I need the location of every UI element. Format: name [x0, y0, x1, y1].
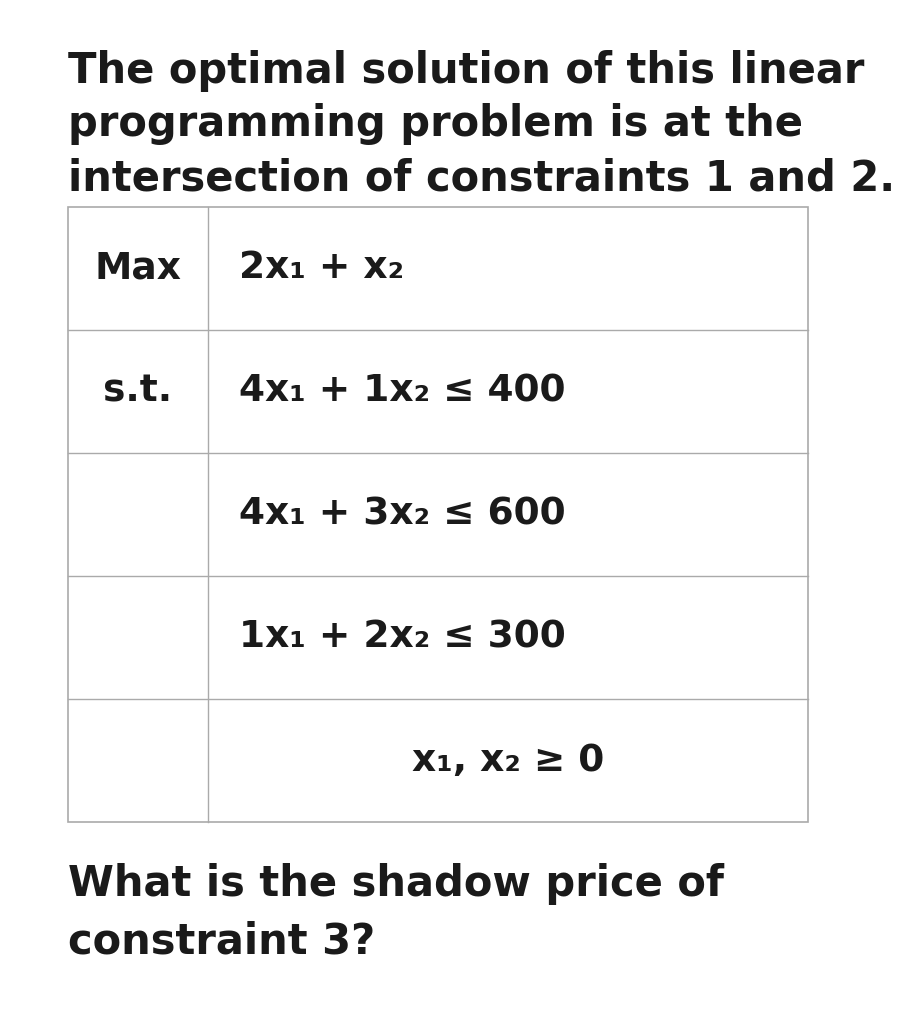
Text: x₁, x₂ ≥ 0: x₁, x₂ ≥ 0 — [411, 742, 603, 779]
Text: programming problem is at the: programming problem is at the — [68, 103, 802, 146]
Text: What is the shadow price of: What is the shadow price of — [68, 863, 723, 906]
Text: 1x₁ + 2x₂ ≤ 300: 1x₁ + 2x₂ ≤ 300 — [239, 619, 566, 656]
Text: 4x₁ + 1x₂ ≤ 400: 4x₁ + 1x₂ ≤ 400 — [239, 373, 566, 409]
Text: 4x₁ + 3x₂ ≤ 600: 4x₁ + 3x₂ ≤ 600 — [239, 496, 566, 533]
Text: s.t.: s.t. — [103, 373, 172, 409]
Text: Max: Max — [94, 250, 181, 286]
Text: constraint 3?: constraint 3? — [68, 920, 374, 963]
Bar — [68, 207, 807, 822]
Text: The optimal solution of this linear: The optimal solution of this linear — [68, 50, 863, 92]
Text: intersection of constraints 1 and 2.: intersection of constraints 1 and 2. — [68, 157, 894, 200]
Text: 2x₁ + x₂: 2x₁ + x₂ — [239, 250, 404, 286]
